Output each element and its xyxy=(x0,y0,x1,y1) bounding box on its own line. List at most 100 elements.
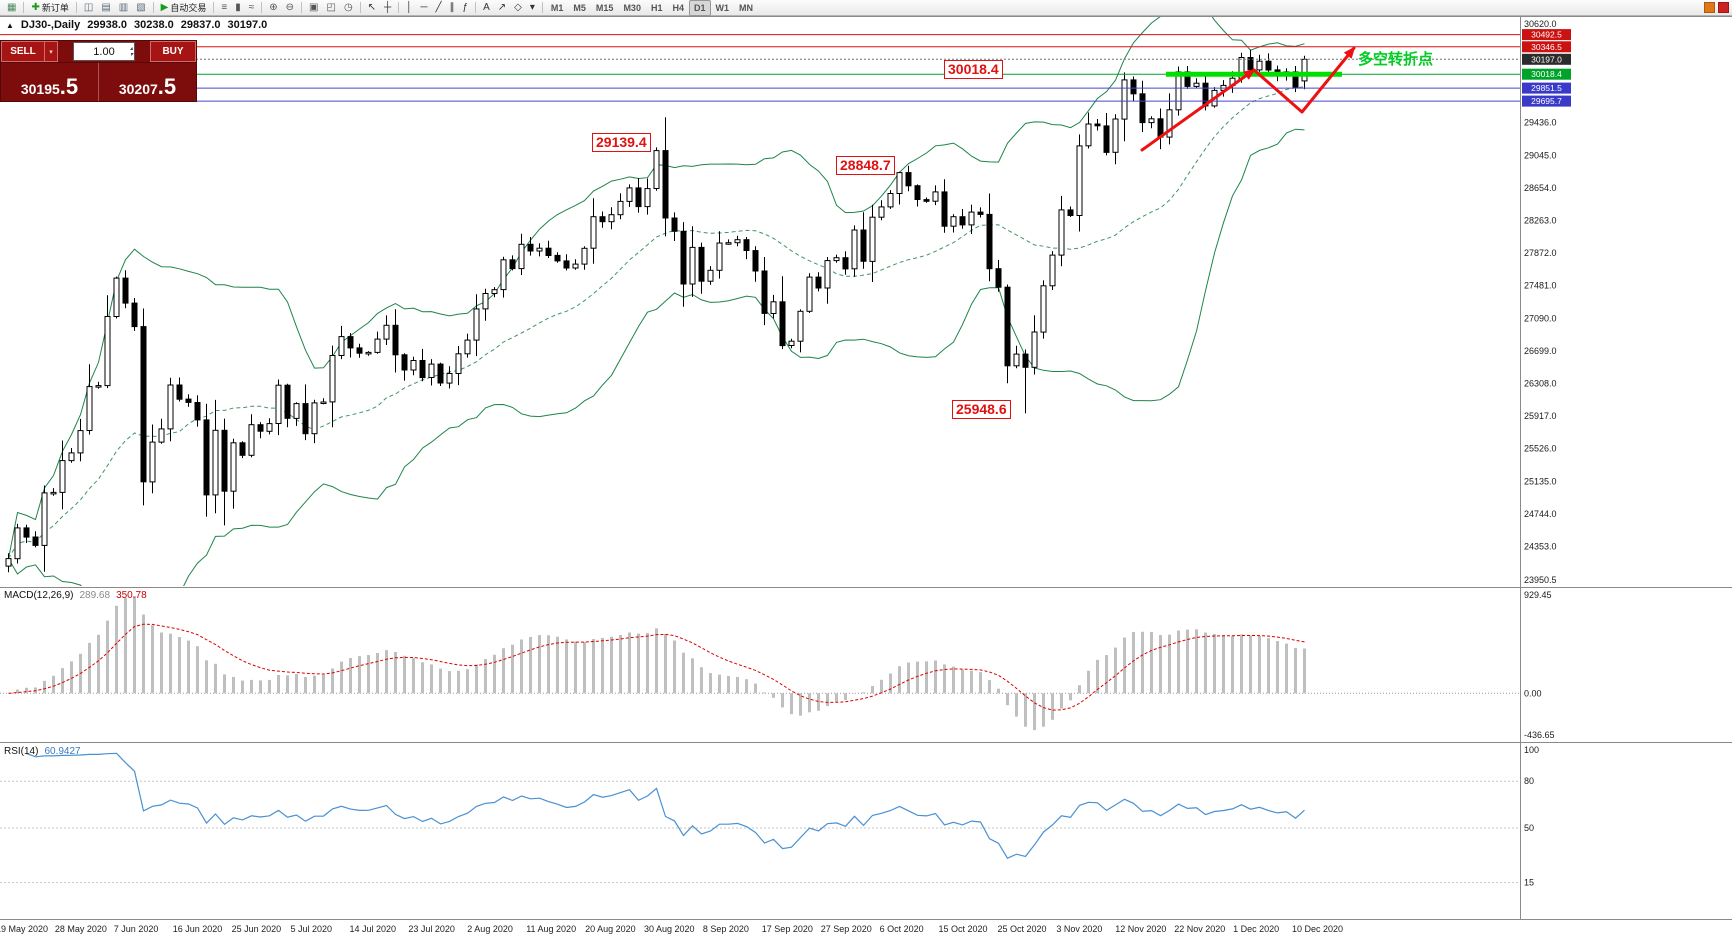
svg-text:0.00: 0.00 xyxy=(1524,688,1542,698)
bar-chart-icon[interactable]: ≡ xyxy=(217,0,231,16)
vertical-line-icon[interactable]: │ xyxy=(402,0,416,16)
alert-icon[interactable] xyxy=(1718,2,1729,13)
svg-text:25 Oct 2020: 25 Oct 2020 xyxy=(998,924,1047,934)
line-chart-icon: ≈ xyxy=(248,2,255,13)
svg-text:26699.0: 26699.0 xyxy=(1524,346,1557,356)
horizontal-level-lines[interactable] xyxy=(0,34,1520,102)
macd-plot xyxy=(0,596,1520,731)
autotrade-button-label: 自动交易 xyxy=(170,3,207,13)
tile-windows-icon: ▣ xyxy=(309,2,319,13)
timeframe-w1[interactable]: W1 xyxy=(715,2,730,13)
svg-text:5 Jul 2020: 5 Jul 2020 xyxy=(291,924,333,934)
trade-panel-gap xyxy=(135,41,150,62)
autotrade-button[interactable]: ▶ 自动交易 xyxy=(157,0,211,16)
cascade-windows-icon: ◰ xyxy=(326,2,336,13)
trend-note-text[interactable]: 多空转折点 xyxy=(1358,51,1434,68)
svg-text:30620.0: 30620.0 xyxy=(1524,19,1557,29)
price-callout[interactable]: 28848.7 xyxy=(836,156,895,175)
price-callout[interactable]: 30018.4 xyxy=(944,60,1003,79)
timeframe-m1[interactable]: M1 xyxy=(550,2,564,13)
toolbar-separator xyxy=(398,2,400,13)
sell-price[interactable]: 30195.5 xyxy=(20,74,79,99)
timeframe-m5[interactable]: M5 xyxy=(573,2,586,13)
objects-dropdown-caret-icon[interactable]: ▾ xyxy=(526,0,539,16)
toolbar-separator xyxy=(359,2,361,13)
zoom-out-icon: ⊖ xyxy=(285,2,295,13)
svg-text:1 Dec 2020: 1 Dec 2020 xyxy=(1233,924,1279,934)
buy-button[interactable]: BUY xyxy=(150,41,196,62)
tile-windows-icon[interactable]: ▣ xyxy=(305,0,322,16)
svg-text:30018.4: 30018.4 xyxy=(1531,69,1562,79)
fibonacci-icon[interactable]: ƒ xyxy=(459,0,473,16)
trendline-icon[interactable]: ╱ xyxy=(432,0,446,16)
horizontal-line-icon[interactable]: ─ xyxy=(416,0,431,16)
price-callout[interactable]: 29139.4 xyxy=(592,133,651,152)
timeframe-d1[interactable]: D1 xyxy=(688,0,711,16)
text-icon[interactable]: A xyxy=(479,0,494,16)
toolbar-separator xyxy=(541,2,543,13)
price-axis-tags: 30492.5 30346.5 30197.0 30018.4 29851.5 29695… xyxy=(1522,29,1571,107)
svg-text:30197.0: 30197.0 xyxy=(1531,54,1562,64)
svg-text:26308.0: 26308.0 xyxy=(1524,379,1557,389)
timeframe-h4[interactable]: H4 xyxy=(672,2,684,13)
timeframe-h1[interactable]: H1 xyxy=(650,2,663,13)
toolbar-separator xyxy=(75,2,77,13)
lot-spin-down-icon[interactable]: ▾ xyxy=(129,51,133,58)
sell-options-caret-icon[interactable]: ▾ xyxy=(45,41,58,62)
candlestick-icon[interactable]: ▮ xyxy=(231,0,245,16)
svg-text:25135.0: 25135.0 xyxy=(1524,476,1557,486)
svg-text:80: 80 xyxy=(1524,776,1534,786)
svg-text:27481.0: 27481.0 xyxy=(1524,281,1557,291)
chart-profile-icon[interactable] xyxy=(1704,2,1715,13)
cascade-windows-icon[interactable]: ◰ xyxy=(322,0,339,16)
lot-spin-up-icon[interactable]: ▴ xyxy=(129,45,133,52)
svg-text:30 Aug 2020: 30 Aug 2020 xyxy=(644,924,695,934)
objects-dropdown-caret-icon: ▾ xyxy=(529,2,535,13)
candles xyxy=(5,49,1308,573)
data-window-icon[interactable]: ▤ xyxy=(97,0,114,16)
clock-icon[interactable]: ◷ xyxy=(340,0,357,16)
lot-size-field[interactable]: 1.00 ▴ ▾ xyxy=(73,42,135,61)
timeframe-m15[interactable]: M15 xyxy=(595,2,614,13)
lot-spinner[interactable]: ▴ ▾ xyxy=(130,43,133,60)
trend-arrows[interactable] xyxy=(1140,46,1356,152)
buy-price[interactable]: 30207.5 xyxy=(118,74,177,99)
chart-window-icon[interactable]: ▦ xyxy=(3,0,20,16)
symbol-open: 29938.0 xyxy=(87,19,127,31)
zoom-in-icon[interactable]: ⊕ xyxy=(265,0,281,16)
svg-text:929.45: 929.45 xyxy=(1524,590,1552,600)
svg-text:28263.0: 28263.0 xyxy=(1524,216,1557,226)
svg-text:27090.0: 27090.0 xyxy=(1524,313,1557,323)
toolbar-separator xyxy=(475,2,477,13)
market-watch-icon[interactable]: ◫ xyxy=(80,0,97,16)
symbol-marker-icon: ▲ xyxy=(6,21,14,30)
timeframe-mn[interactable]: MN xyxy=(739,2,753,13)
autotrade-button: ▶ xyxy=(160,2,169,13)
zoom-in-icon: ⊕ xyxy=(269,2,278,13)
new-order-button[interactable]: ✚ 新订单 xyxy=(27,0,72,16)
channel-icon[interactable]: ∥ xyxy=(446,0,459,16)
line-chart-icon[interactable]: ≈ xyxy=(245,0,259,16)
zoom-out-icon[interactable]: ⊖ xyxy=(282,0,298,16)
cursor-icon[interactable]: ↖ xyxy=(364,0,380,16)
price-callout[interactable]: 25948.6 xyxy=(952,400,1011,419)
svg-text:27872.0: 27872.0 xyxy=(1524,248,1557,258)
crosshair-icon[interactable]: ┼ xyxy=(380,0,395,16)
terminal-icon: ▧ xyxy=(136,2,146,13)
timeframe-m30[interactable]: M30 xyxy=(623,2,641,13)
svg-text:28654.0: 28654.0 xyxy=(1524,183,1557,193)
svg-text:24744.0: 24744.0 xyxy=(1524,509,1557,519)
arrow-object-icon[interactable]: ↗ xyxy=(494,0,510,16)
svg-text:-436.65: -436.65 xyxy=(1524,730,1555,740)
svg-text:25 Jun 2020: 25 Jun 2020 xyxy=(232,924,282,934)
shapes-icon[interactable]: ◇ xyxy=(510,0,526,16)
sell-button[interactable]: SELL xyxy=(1,41,45,62)
text-icon: A xyxy=(483,2,490,13)
svg-text:24353.0: 24353.0 xyxy=(1524,541,1557,551)
svg-text:14 Jul 2020: 14 Jul 2020 xyxy=(350,924,397,934)
lot-size-value[interactable]: 1.00 xyxy=(93,45,115,58)
navigator-icon[interactable]: ▥ xyxy=(115,0,132,16)
terminal-icon[interactable]: ▧ xyxy=(132,0,149,16)
svg-text:100: 100 xyxy=(1524,745,1539,755)
